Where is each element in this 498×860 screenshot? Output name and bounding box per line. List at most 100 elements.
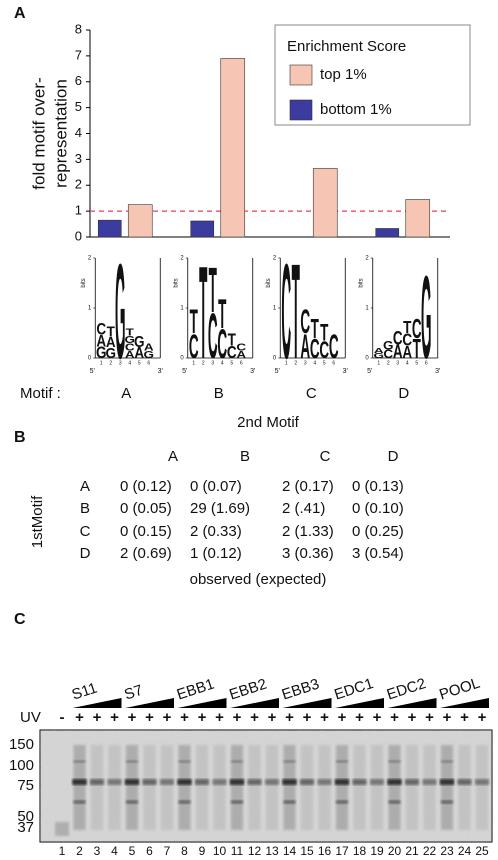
logo-letter: G <box>115 237 125 388</box>
gel-smear <box>283 745 296 830</box>
titration-wedge <box>335 698 384 708</box>
logo-tick-label: 0 <box>273 356 277 362</box>
row-header: C <box>80 523 91 540</box>
table-cell: 2 (0.69) <box>120 545 172 562</box>
table-cell: 3 (0.54) <box>352 545 404 562</box>
gel-band <box>126 760 138 763</box>
gel-band <box>73 760 86 763</box>
logo-position: 4 <box>406 360 409 366</box>
table-cell: 0 (0.07) <box>190 478 242 495</box>
group-label: EDC1 <box>332 675 375 704</box>
gel-smear <box>108 745 121 830</box>
uv-sign: + <box>460 709 469 726</box>
gel-band <box>441 760 453 763</box>
logo-letter: A <box>144 341 154 353</box>
uv-sign: + <box>250 709 259 726</box>
lane-number: 11 <box>231 844 244 858</box>
logo-y-label: bits <box>173 278 179 287</box>
y-tick-label: 2 <box>75 177 82 192</box>
logo-tick-label: 2 <box>180 256 184 262</box>
logo-letter: T <box>311 313 320 345</box>
logo-position: 2 <box>294 360 297 366</box>
titration-wedge <box>125 698 174 708</box>
logo-tick-label: 2 <box>365 256 369 262</box>
table-cell: 2 (0.17) <box>282 478 334 495</box>
x-tick-label: B <box>214 385 224 402</box>
table-cell: 2 (0.33) <box>190 523 242 540</box>
logo-letter: C <box>96 322 106 339</box>
logo-end: 5' <box>275 368 280 375</box>
logo-position: 4 <box>128 360 131 366</box>
logo-letter: A <box>236 348 246 360</box>
gel-smear <box>336 745 348 830</box>
marker-label: 50 <box>17 808 34 825</box>
logo-position: 6 <box>332 360 335 366</box>
logo-letter: G <box>421 251 432 383</box>
y-tick-label: 6 <box>75 73 82 88</box>
logo-letter: G <box>374 352 384 360</box>
logo-position: 3 <box>211 360 214 366</box>
y-tick-label: 1 <box>75 203 82 218</box>
group-label: EBB3 <box>280 676 322 704</box>
gel-band <box>231 760 243 763</box>
gel-band <box>231 800 243 804</box>
lane-number: 12 <box>248 844 262 858</box>
logo-letter: A <box>96 333 106 350</box>
lane-number: 10 <box>213 844 227 858</box>
logo-position: 1 <box>377 360 380 366</box>
titration-wedge <box>387 698 437 708</box>
logo-letter: C <box>281 237 291 388</box>
bar <box>220 58 246 238</box>
x-tick-label: A <box>121 385 131 402</box>
logo-y-label: bits <box>81 278 87 287</box>
logo-tick-label: 2 <box>273 256 277 262</box>
gel-smear <box>458 745 471 830</box>
logo-letter: G <box>125 333 135 345</box>
logo-letter: C <box>412 313 422 345</box>
logo-letter: C <box>236 341 246 353</box>
uv-sign: + <box>93 709 102 726</box>
y-axis-label: fold motif over- <box>29 77 48 189</box>
gel-smear <box>161 745 173 830</box>
bar <box>97 219 122 238</box>
logo-letter: A <box>374 347 384 355</box>
gel-band <box>388 800 401 804</box>
logo-position: 3 <box>304 360 307 366</box>
uv-sign: + <box>75 709 84 726</box>
bar <box>127 204 153 238</box>
logo-position: 3 <box>119 360 122 366</box>
gel-band <box>336 800 348 804</box>
gel-smear <box>441 745 453 830</box>
logo-letter: C <box>383 347 393 361</box>
logo-tick-label: 1 <box>88 306 92 312</box>
uv-sign: + <box>128 709 137 726</box>
table-cell: 2 (.41) <box>282 500 325 517</box>
y-axis-label: representation <box>51 79 70 188</box>
table-cell: 1 (0.12) <box>190 545 242 562</box>
gel-band <box>388 760 401 763</box>
gel-smear <box>388 745 401 830</box>
logo-tick-label: 1 <box>180 306 184 312</box>
group-label: S11 <box>70 680 100 704</box>
table-cell: 0 (0.25) <box>352 523 404 540</box>
table-cell: 0 (0.12) <box>120 478 172 495</box>
gel-smear <box>371 745 383 830</box>
logo-tick-label: 1 <box>273 306 277 312</box>
x-tick-label: D <box>398 385 409 402</box>
logo-letter: A <box>106 335 116 352</box>
gel-smear <box>213 745 226 830</box>
logo-letter: A <box>300 326 310 366</box>
titration-wedge <box>177 698 227 708</box>
logo-letter: G <box>134 334 145 351</box>
gel-smear <box>143 745 156 830</box>
group-label: POOL <box>437 675 482 704</box>
logo-position: 1 <box>285 360 288 366</box>
uv-sign: + <box>180 709 189 726</box>
gel-smear <box>353 745 366 830</box>
logo-letter: A <box>393 341 403 363</box>
gel-band <box>336 760 348 763</box>
table-cell: 2 (1.33) <box>282 523 334 540</box>
column-header: C <box>320 448 331 465</box>
group-label: EBB1 <box>175 676 217 704</box>
